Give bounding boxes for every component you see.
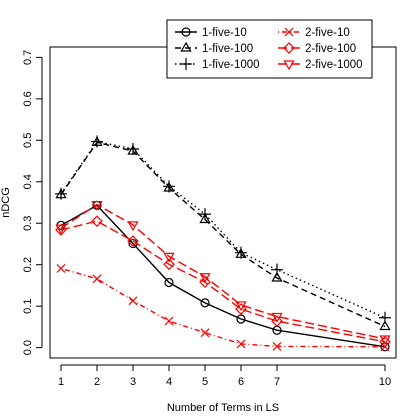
- data-point: [236, 339, 246, 349]
- y-tick-label: 0.6: [22, 91, 34, 106]
- data-point: [199, 208, 211, 221]
- y-axis: 0.0 0.1 0.2 0.3 0.4 0.5 0.6 0.7: [22, 50, 43, 355]
- data-point: [236, 314, 246, 324]
- x-tick-label: 4: [166, 376, 172, 388]
- legend-box: [166, 19, 373, 79]
- series-line: [60, 220, 386, 343]
- legend-marker: [180, 58, 192, 70]
- series-line: [60, 267, 386, 348]
- legend-label: 1-five-10: [202, 27, 247, 39]
- series-1-five-100: [55, 136, 391, 331]
- data-point: [199, 276, 211, 288]
- series-line: [60, 203, 386, 340]
- data-point: [91, 135, 103, 148]
- y-tick-label: 0.3: [22, 216, 34, 231]
- data-point: [92, 274, 102, 284]
- y-tick-label: 0.4: [22, 174, 34, 189]
- legend-marker: [284, 27, 294, 37]
- data-point: [199, 213, 211, 224]
- series-2-five-100: [55, 215, 391, 348]
- data-point: [235, 246, 247, 259]
- data-point: [91, 215, 103, 228]
- y-tick-label: 0.7: [22, 50, 34, 65]
- data-point: [199, 273, 211, 283]
- data-point: [271, 263, 283, 276]
- data-point: [379, 311, 391, 324]
- data-point: [128, 296, 138, 306]
- data-point: [235, 301, 247, 312]
- series-layer: [55, 135, 391, 352]
- series-1-five-10: [56, 200, 390, 352]
- legend: 1-five-10 1-five-100 1-five-1000 2-five-10 2…: [166, 19, 373, 79]
- legend-label: 2-five-1000: [305, 59, 363, 71]
- data-point: [235, 303, 247, 315]
- x-tick-label: 10: [379, 376, 391, 388]
- data-point: [127, 143, 139, 156]
- data-point: [271, 315, 283, 327]
- legend-label: 1-five-1000: [202, 59, 260, 71]
- legend-marker: [181, 27, 191, 37]
- y-tick-label: 0.2: [22, 257, 34, 272]
- data-point: [379, 320, 391, 331]
- data-point: [379, 335, 391, 348]
- data-point: [127, 235, 139, 247]
- y-tick-label: 0.0: [22, 340, 34, 355]
- y-tick-label: 0.5: [22, 133, 34, 148]
- x-tick-label: 5: [202, 376, 208, 388]
- x-tick-label: 3: [130, 376, 136, 388]
- legend-marker: [283, 60, 295, 71]
- legend-marker: [180, 41, 192, 52]
- data-point: [163, 258, 175, 271]
- series-line: [60, 204, 386, 348]
- data-point: [164, 316, 174, 326]
- data-point: [55, 187, 67, 200]
- data-point: [200, 328, 210, 338]
- data-point: [56, 264, 66, 273]
- x-tick-label: 2: [94, 376, 100, 388]
- y-tick-label: 0.1: [22, 299, 34, 314]
- x-tick-label: 6: [238, 376, 244, 388]
- series-2-five-10: [56, 264, 390, 352]
- x-axis: 1 2 3 4 5 6 7 10: [58, 364, 391, 388]
- legend-label: 2-five-100: [305, 43, 356, 55]
- legend-label: 2-five-10: [305, 27, 350, 39]
- data-point: [164, 277, 174, 288]
- series-line: [60, 141, 386, 328]
- data-point: [271, 271, 283, 282]
- y-axis-label: nDCG: [0, 187, 12, 218]
- x-tick-label: 7: [274, 376, 280, 388]
- data-point: [163, 180, 175, 193]
- x-axis-label: Number of Terms in LS: [167, 402, 279, 414]
- data-point: [127, 221, 139, 232]
- data-point: [271, 312, 283, 323]
- data-point: [379, 335, 391, 346]
- series-1-five-1000: [55, 135, 391, 324]
- data-point: [200, 298, 210, 308]
- data-point: [272, 341, 282, 351]
- data-point: [163, 252, 175, 263]
- legend-marker: [283, 42, 295, 54]
- data-point: [91, 200, 103, 211]
- legend-label: 1-five-100: [202, 43, 253, 55]
- data-point: [55, 224, 67, 235]
- series-2-five-1000: [55, 200, 391, 346]
- x-tick-label: 1: [58, 376, 64, 388]
